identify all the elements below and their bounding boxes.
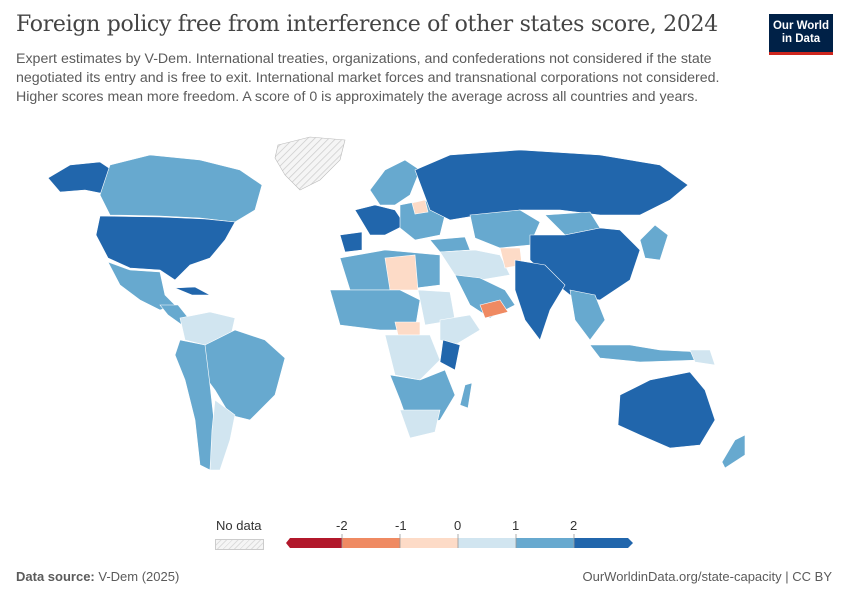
- region-canada[interactable]: [99, 154, 263, 223]
- data-source: Data source: V-Dem (2025): [16, 569, 179, 584]
- legend-bin-5[interactable]: [516, 538, 574, 548]
- region-brazil[interactable]: [199, 329, 286, 421]
- legend-tick: -1: [395, 518, 407, 533]
- region-central-asia[interactable]: [469, 209, 541, 249]
- legend-bin-1[interactable]: [286, 538, 342, 548]
- legend-bin-2[interactable]: [342, 538, 400, 548]
- owid-logo[interactable]: Our World in Data: [769, 14, 833, 55]
- data-source-label: Data source:: [16, 569, 95, 584]
- region-png[interactable]: [689, 349, 716, 366]
- region-south-africa[interactable]: [399, 409, 441, 439]
- region-scandinavia[interactable]: [369, 159, 421, 206]
- legend-tick: 0: [454, 518, 462, 533]
- region-turkey[interactable]: [429, 236, 471, 253]
- region-middle-east[interactable]: [439, 249, 511, 281]
- legend-no-data-swatch[interactable]: [215, 539, 264, 550]
- legend-tick: 2: [570, 518, 578, 533]
- footer-url[interactable]: OurWorldinData.org/state-capacity | CC B…: [582, 569, 832, 584]
- region-argentina[interactable]: [209, 399, 236, 471]
- region-new-zealand[interactable]: [721, 434, 746, 469]
- legend-bin-4[interactable]: [458, 538, 516, 548]
- data-source-link[interactable]: V-Dem (2025): [98, 569, 180, 584]
- region-kenya[interactable]: [439, 339, 461, 371]
- region-japan-korea[interactable]: [639, 224, 669, 261]
- legend-no-data-label: No data: [216, 518, 262, 533]
- region-australia[interactable]: [617, 371, 716, 449]
- legend-tick: -2: [336, 518, 348, 533]
- region-horn-africa[interactable]: [439, 314, 481, 346]
- chart-title: Foreign policy free from interference of…: [16, 12, 718, 37]
- world-map[interactable]: [0, 130, 850, 510]
- region-indonesia[interactable]: [589, 344, 701, 363]
- region-yemen[interactable]: [479, 299, 509, 319]
- legend-color-scale[interactable]: [280, 510, 640, 555]
- chart-subtitle: Expert estimates by V-Dem. International…: [16, 51, 720, 105]
- legend-tick: 1: [512, 518, 520, 533]
- region-central-africa[interactable]: [394, 321, 421, 336]
- region-russia[interactable]: [414, 149, 689, 221]
- region-india[interactable]: [514, 259, 566, 341]
- region-andes[interactable]: [174, 339, 216, 471]
- region-libya[interactable]: [384, 254, 419, 291]
- region-greenland[interactable]: [274, 136, 346, 191]
- region-cuba[interactable]: [174, 286, 211, 296]
- region-southeast-asia[interactable]: [569, 289, 606, 341]
- legend-bin-6[interactable]: [574, 538, 633, 548]
- region-congo[interactable]: [384, 334, 441, 381]
- region-iberia[interactable]: [339, 231, 363, 253]
- region-belarus[interactable]: [411, 199, 429, 215]
- region-usa[interactable]: [95, 215, 236, 281]
- region-madagascar[interactable]: [459, 382, 473, 409]
- legend-bin-3[interactable]: [400, 538, 458, 548]
- region-western-europe[interactable]: [354, 204, 406, 236]
